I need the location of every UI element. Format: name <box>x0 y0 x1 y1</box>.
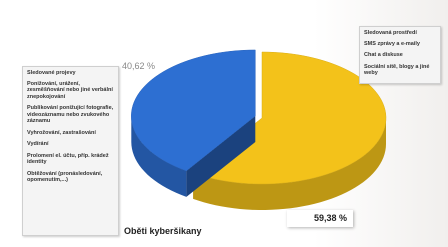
box-item: SMS zprávy a e-maily <box>364 41 436 48</box>
box-item: Publikování ponižující fotografie, video… <box>27 105 114 125</box>
value-label: 59,38 % <box>287 210 353 227</box>
value-label: 40,62 % <box>122 61 155 71</box>
box-item: Chat a diskuse <box>364 52 436 59</box>
box-item: Ponižování, urážení, zesměšňování nebo j… <box>27 81 114 101</box>
box-item: Prolomení el. účtu, příp. krádež identit… <box>27 153 114 166</box>
chart-title: Oběti kyberšikany <box>124 226 202 236</box>
box-item: Obtěžování (pronásledování, opomenutím,.… <box>27 171 114 184</box>
right-legend-box: Sledovaná prostředí SMS zprávy a e-maily… <box>359 26 441 84</box>
box-title: Sledované projevy <box>27 70 114 77</box>
left-legend-box: Sledované projevy Ponižování, urážení, z… <box>22 66 119 236</box>
box-item: Vyhrožování, zastrašování <box>27 130 114 137</box>
box-title: Sledovaná prostředí <box>364 30 436 37</box>
box-item: Sociální sítě, blogy a jiné weby <box>364 64 436 77</box>
box-item: Vydírání <box>27 141 114 148</box>
screenshot: Sledované projevy Ponižování, urážení, z… <box>0 0 448 247</box>
